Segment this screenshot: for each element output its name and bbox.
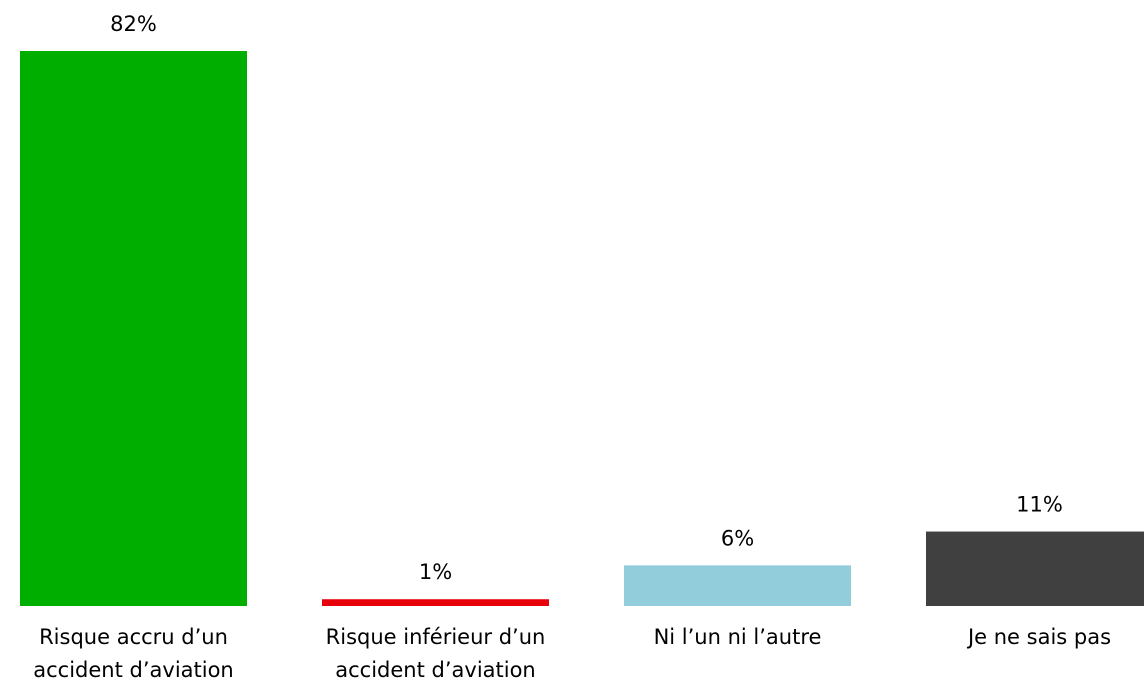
value-label: 11% [1016,493,1063,517]
bar [624,565,851,606]
category-label: Risque inférieur d’un accident d’aviatio… [325,625,546,682]
bar [20,51,247,606]
value-label: 82% [110,12,157,36]
category-label: Je ne sais pas [967,625,1112,649]
bar [926,531,1144,606]
value-label: 6% [721,526,754,550]
bar [322,599,549,606]
category-label: Risque accru d’un accident d’aviation [33,625,234,682]
value-label: 1% [419,560,452,584]
category-label: Ni l’un ni l’autre [653,625,822,649]
